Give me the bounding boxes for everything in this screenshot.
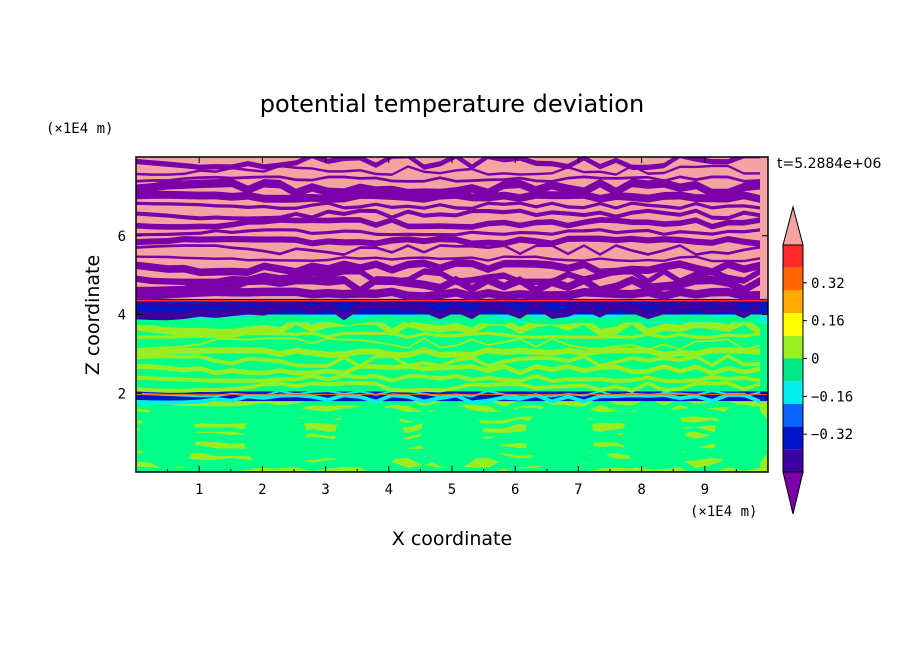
colorbar-tick-label: 0.32 (811, 276, 845, 292)
colorbar-tick-label: −0.16 (811, 389, 853, 405)
field-streak (136, 235, 760, 247)
field-eddy (420, 404, 484, 469)
field-eddy (335, 404, 405, 469)
field-streak (136, 363, 760, 376)
field-streak (136, 373, 760, 383)
field-streak (136, 392, 760, 405)
field-eddy (139, 404, 197, 469)
x-tick-label: 3 (321, 482, 329, 498)
colorbar: 0.32 0.16 0 −0.16 −0.32 (782, 205, 853, 515)
y-tick-label: 4 (118, 308, 126, 324)
colorbar-bin (783, 358, 803, 382)
field-streak (136, 300, 760, 321)
field-streak (136, 268, 760, 286)
field-streak (136, 244, 760, 256)
colorbar-tick-label: 0 (811, 352, 819, 368)
field-streak (136, 208, 760, 221)
field-streak (136, 287, 760, 301)
x-tick-label: 2 (258, 482, 266, 498)
y-tick-label: 6 (118, 229, 126, 245)
colorbar-bin (783, 403, 803, 427)
colorbar-bin (783, 426, 803, 450)
field-streak (136, 347, 760, 358)
colorbar-bin (783, 313, 803, 336)
colorbar-bin (783, 290, 803, 314)
x-tick-label: 6 (511, 482, 519, 498)
colorbar-bin (783, 335, 803, 359)
field-streak (136, 217, 760, 230)
colorbar-bin (783, 267, 803, 291)
colorbar-extend-bottom (782, 471, 804, 515)
x-axis-label: X coordinate (392, 528, 512, 550)
time-label: t=5.2884e+06 (777, 156, 881, 172)
axis-ticks: 1 2 3 4 5 6 7 8 9 2 4 6 (118, 157, 768, 498)
field-streak (136, 381, 760, 393)
y-unit-label: (×1E4 m) (46, 121, 113, 137)
field-eddy (524, 404, 595, 469)
x-tick-label: 5 (448, 482, 456, 498)
colorbar-tick-label: 0.16 (811, 314, 845, 330)
field-streak (136, 315, 760, 326)
field-streak (136, 201, 760, 210)
field-streak (136, 228, 760, 237)
x-tick-label: 8 (637, 482, 645, 498)
field-streak (136, 190, 760, 203)
x-tick-label: 7 (574, 482, 582, 498)
field-eddy (243, 404, 307, 469)
x-tick-label: 1 (195, 482, 203, 498)
field-streak (136, 331, 760, 339)
x-unit-label: (×1E4 m) (690, 504, 757, 520)
field-eddy (622, 404, 686, 469)
field-streak (136, 354, 760, 369)
field-streak (136, 175, 760, 183)
contour-field (136, 157, 768, 472)
field-streak (136, 337, 760, 351)
x-tick-label: 4 (385, 482, 393, 498)
field-streak (136, 164, 760, 176)
colorbar-bin (783, 245, 803, 268)
chart-title: potential temperature deviation (260, 90, 644, 118)
colorbar-tick-label: −0.32 (811, 427, 853, 443)
field-streak (136, 255, 760, 263)
field-streak (136, 178, 760, 198)
x-tick-label: 9 (701, 482, 709, 498)
field-eddy (714, 404, 768, 469)
field-streak (136, 157, 760, 170)
colorbar-extend-top (782, 205, 804, 246)
y-tick-label: 2 (118, 386, 126, 402)
field-streak (136, 390, 760, 398)
colorbar-bin (783, 449, 803, 472)
y-axis-label: Z coordinate (82, 255, 104, 375)
colorbar-bin (783, 381, 803, 404)
